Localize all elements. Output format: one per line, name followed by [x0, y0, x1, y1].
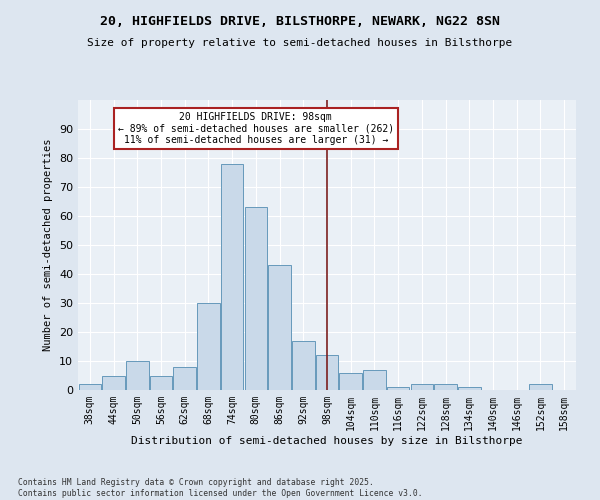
Bar [410, 384, 433, 390]
Text: 20, HIGHFIELDS DRIVE, BILSTHORPE, NEWARK, NG22 8SN: 20, HIGHFIELDS DRIVE, BILSTHORPE, NEWARK… [100, 15, 500, 28]
Text: 20 HIGHFIELDS DRIVE: 98sqm
← 89% of semi-detached houses are smaller (262)
11% o: 20 HIGHFIELDS DRIVE: 98sqm ← 89% of semi… [118, 112, 394, 145]
Bar [268, 266, 291, 390]
Bar [245, 208, 267, 390]
Y-axis label: Number of semi-detached properties: Number of semi-detached properties [43, 138, 53, 352]
Bar [103, 376, 125, 390]
Bar [197, 303, 220, 390]
Text: Size of property relative to semi-detached houses in Bilsthorpe: Size of property relative to semi-detach… [88, 38, 512, 48]
Bar [387, 387, 409, 390]
Bar [458, 387, 481, 390]
Bar [316, 355, 338, 390]
Bar [292, 340, 314, 390]
Bar [79, 384, 101, 390]
Bar [529, 384, 551, 390]
Bar [340, 372, 362, 390]
Bar [126, 361, 149, 390]
Bar [434, 384, 457, 390]
X-axis label: Distribution of semi-detached houses by size in Bilsthorpe: Distribution of semi-detached houses by … [131, 436, 523, 446]
Bar [363, 370, 386, 390]
Bar [173, 367, 196, 390]
Bar [150, 376, 172, 390]
Bar [221, 164, 244, 390]
Text: Contains HM Land Registry data © Crown copyright and database right 2025.
Contai: Contains HM Land Registry data © Crown c… [18, 478, 422, 498]
